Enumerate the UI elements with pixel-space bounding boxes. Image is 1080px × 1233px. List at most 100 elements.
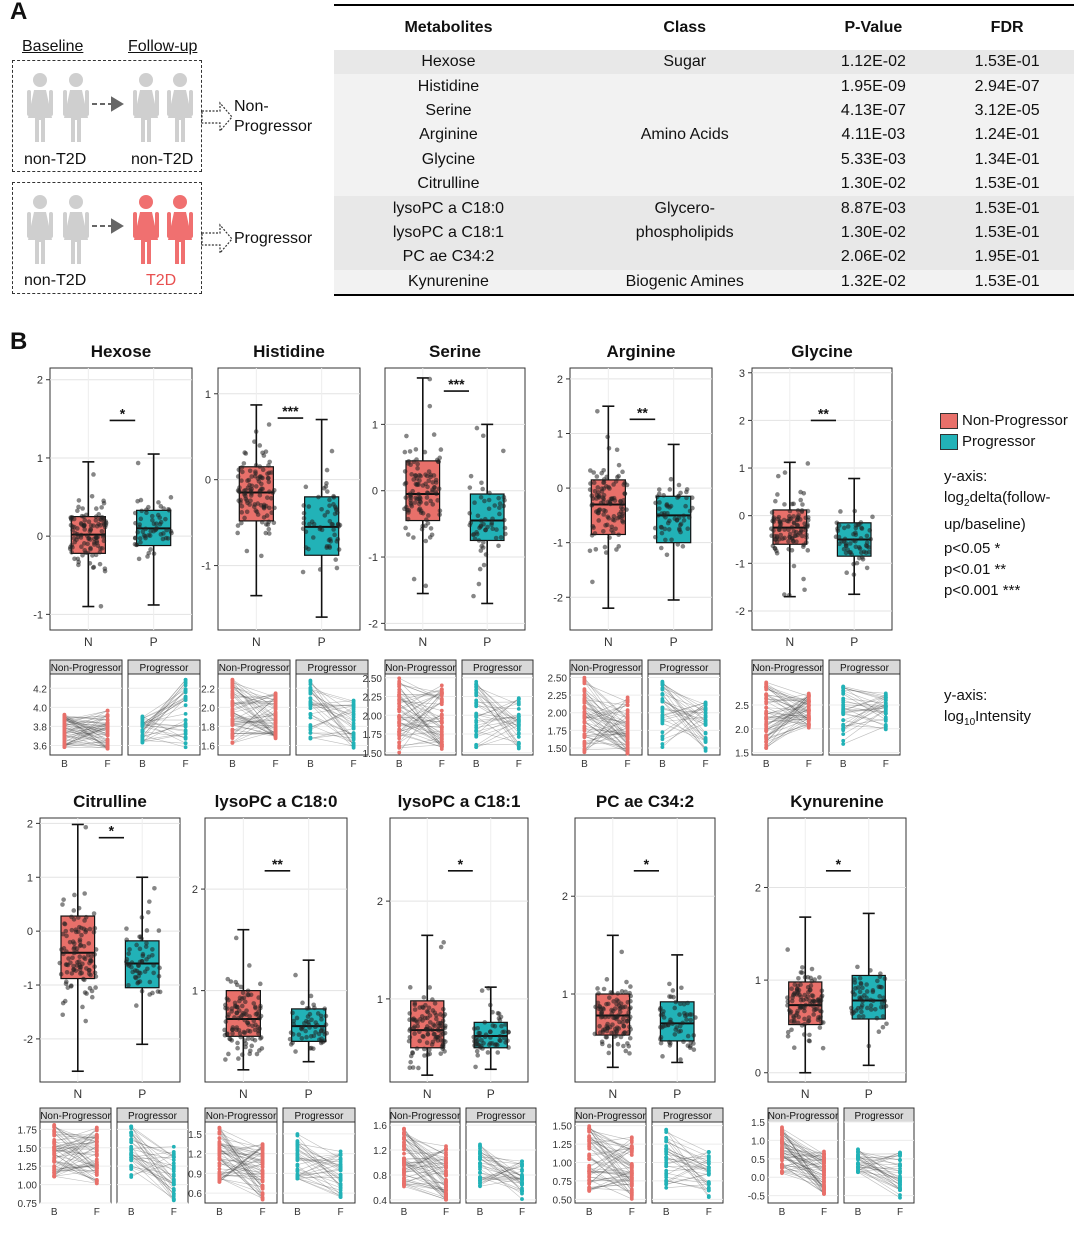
legend-item-nonprogressor: Non-Progressor — [940, 410, 1068, 431]
x-tick-label: B — [763, 759, 770, 770]
table-cell-fdr: 1.53E-01 — [940, 221, 1074, 245]
y-tick-label: 1 — [372, 419, 378, 431]
y-tick-label: 1.6 — [373, 1121, 387, 1132]
table-cell-fdr: 1.53E-01 — [940, 50, 1074, 74]
x-tick-label: B — [779, 1207, 786, 1218]
x-tick-label: F — [821, 1207, 827, 1218]
x-tick-label: F — [516, 759, 522, 770]
x-tick-label: F — [883, 759, 889, 770]
x-tick-label: B — [581, 759, 588, 770]
x-tick-label: N — [801, 1087, 810, 1101]
table-cell-metabolite: Arginine — [334, 123, 563, 147]
y-tick-label: -1 — [553, 538, 563, 550]
y-tick-label: 2.0 — [735, 725, 749, 736]
table-cell-metabolite: lysoPC a C18:0 — [334, 196, 563, 220]
legend-swatch — [940, 413, 958, 429]
y-tick-label: 1 — [755, 975, 761, 987]
col-header-fdr: FDR — [940, 5, 1074, 50]
y-tick-label: 0.75 — [553, 1177, 573, 1188]
x-tick-label: P — [305, 1087, 313, 1101]
table-cell-metabolite: Serine — [334, 99, 563, 123]
x-tick-label: N — [785, 635, 794, 649]
facet-label: Non-Progressor — [219, 663, 290, 674]
facet-label: Non-Progressor — [390, 1111, 461, 1122]
legend-label: Progressor — [962, 433, 1035, 450]
col-header-class: Class — [563, 5, 807, 50]
y-tick-label: 0.6 — [188, 1189, 202, 1200]
plot-title: PC ae C34:2 — [565, 792, 725, 812]
y-tick-label: 2.00 — [363, 711, 383, 722]
table-cell-p: 1.12E-02 — [807, 50, 941, 74]
x-tick-label: F — [625, 759, 631, 770]
significance-label: * — [120, 405, 126, 421]
x-tick-label: P — [318, 635, 326, 649]
nonprogressor-label-1: Non- — [234, 98, 269, 116]
table-cell-cls: Amino Acids — [563, 123, 807, 147]
y-tick-label: 3.6 — [33, 741, 47, 752]
x-tick-label: B — [51, 1207, 58, 1218]
outcome-arrow-icon — [202, 103, 232, 253]
y-tick-label: 2.0 — [201, 703, 215, 714]
facet-label: Non-Progressor — [571, 663, 642, 674]
x-tick-label: B — [216, 1207, 223, 1218]
schematic-figures — [0, 0, 330, 300]
table-cell-cls: Sugar — [563, 50, 807, 74]
plot-title: Histidine — [208, 342, 370, 362]
x-tick-label: B — [401, 1207, 408, 1218]
facet-label: Progressor — [660, 663, 710, 674]
table-cell-fdr: 2.94E-07 — [940, 74, 1074, 98]
y-tick-label: -1 — [735, 558, 745, 570]
facet-frame — [385, 674, 456, 755]
y-tick-label: 2.50 — [548, 674, 568, 685]
x-tick-label: F — [443, 1207, 449, 1218]
y-tick-label: 1 — [557, 429, 563, 441]
y-tick-label: 0.9 — [188, 1169, 202, 1180]
plot-title: Kynurenine — [758, 792, 916, 812]
sig-key-line: p<0.001 *** — [944, 580, 1020, 601]
y-tick-label: 2 — [377, 896, 383, 908]
table-cell-p: 4.13E-07 — [807, 99, 941, 123]
row1-right-label: non-T2D — [131, 151, 193, 169]
y-tick-label: 0 — [37, 531, 43, 543]
table-cell-fdr: 1.34E-01 — [940, 148, 1074, 172]
col-header-pvalue: P-Value — [807, 5, 941, 50]
x-tick-label: N — [239, 1087, 248, 1101]
sig-key-line: p<0.05 * — [944, 538, 1020, 559]
x-tick-label: F — [260, 1207, 266, 1218]
row1-left-label: non-T2D — [24, 151, 86, 169]
facet-label: Progressor — [663, 1111, 713, 1122]
table-cell-cls: Biogenic Amines — [563, 270, 807, 295]
x-tick-label: P — [487, 1087, 495, 1101]
yaxis-note-line: log2delta(follow- — [944, 487, 1050, 514]
significance-label: ** — [272, 856, 283, 872]
y-tick-label: 0.8 — [373, 1171, 387, 1182]
significance-label: ** — [818, 405, 829, 421]
y-tick-label: -1 — [368, 552, 378, 564]
plot-title: Citrulline — [30, 792, 190, 812]
y-tick-label: 2 — [755, 882, 761, 894]
facet-label: Progressor — [840, 663, 890, 674]
table-cell-p: 1.30E-02 — [807, 172, 941, 196]
facet-label: Non-Progressor — [51, 663, 122, 674]
x-tick-label: F — [94, 1207, 100, 1218]
x-tick-label: F — [105, 759, 111, 770]
x-tick-label: N — [252, 635, 261, 649]
x-tick-label: N — [423, 1087, 432, 1101]
facet-label: Non-Progressor — [206, 1111, 277, 1122]
y-tick-label: 2.00 — [548, 709, 568, 720]
y-tick-label: 1.8 — [201, 722, 215, 733]
x-tick-label: B — [473, 759, 480, 770]
facet-label: Progressor — [473, 663, 523, 674]
yaxis-note-intensity: y-axis: log10Intensity — [944, 685, 1031, 733]
